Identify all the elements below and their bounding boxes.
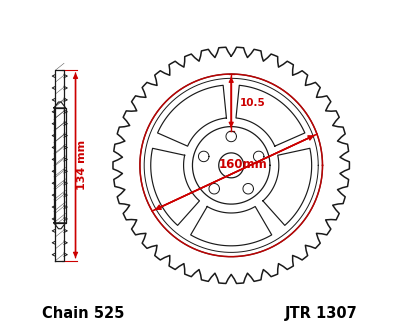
Text: JTR 1307: JTR 1307 [285, 306, 358, 321]
Text: 10.5: 10.5 [240, 98, 265, 108]
Text: Chain 525: Chain 525 [42, 306, 125, 321]
Text: 160mm: 160mm [218, 158, 267, 171]
Text: 134 mm: 134 mm [77, 140, 87, 190]
